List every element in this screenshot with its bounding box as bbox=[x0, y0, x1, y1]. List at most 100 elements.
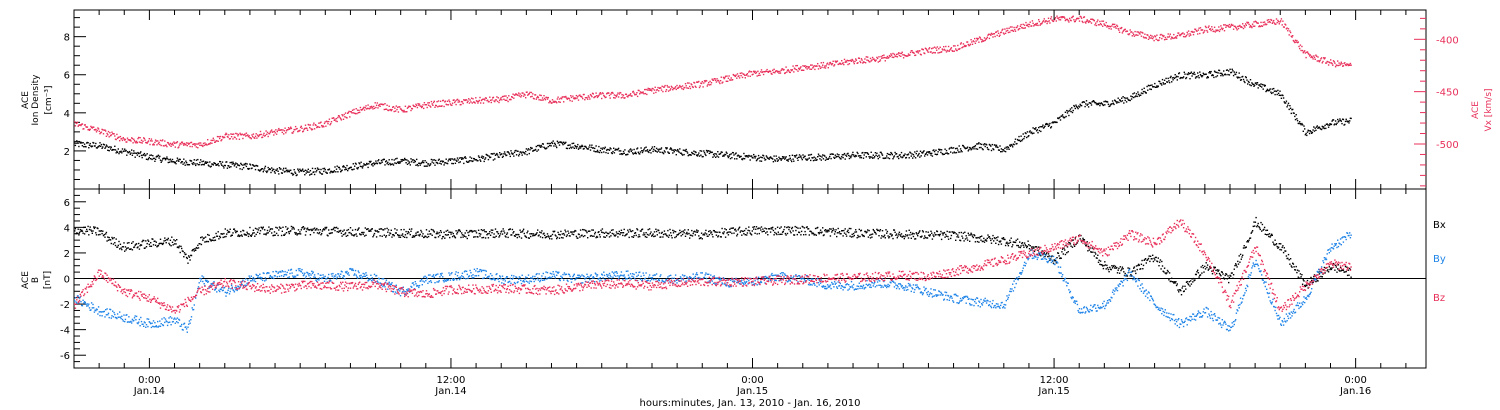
bottom-series-bx-point bbox=[410, 230, 412, 232]
bottom-series-bx-point bbox=[487, 233, 489, 235]
bottom-series-bx-point bbox=[695, 231, 697, 233]
top-series-black-point bbox=[1129, 99, 1131, 102]
bottom-series-bx-point bbox=[236, 230, 238, 233]
top-series-black-point bbox=[659, 151, 661, 153]
top-series-black-point bbox=[181, 161, 184, 163]
top-series-black-point bbox=[790, 159, 792, 161]
top-series-pink-point bbox=[98, 130, 100, 132]
top-series-black-point bbox=[200, 164, 203, 166]
top-series-pink-point bbox=[233, 133, 235, 135]
top-series-black-point bbox=[325, 172, 328, 174]
top-series-black-point bbox=[1226, 69, 1228, 71]
bottom-series-bx-point bbox=[532, 233, 535, 235]
bottom-series-bx-point bbox=[127, 247, 129, 249]
top-series-black-point bbox=[1200, 75, 1202, 77]
bottom-series-bx-point bbox=[232, 232, 234, 234]
top-series-black-point bbox=[597, 151, 599, 153]
top-series-black-point bbox=[1215, 76, 1217, 78]
top-series-pink-point bbox=[1320, 58, 1322, 60]
bottom-series-bx-point bbox=[300, 229, 302, 231]
top-series-pink-point bbox=[403, 109, 405, 112]
top-series-pink-point bbox=[537, 96, 540, 99]
top-series-pink-point bbox=[496, 100, 499, 103]
top-series-black-point bbox=[114, 145, 116, 147]
top-series-black-point bbox=[1078, 105, 1080, 107]
bottom-series-bx-point bbox=[929, 234, 931, 236]
top-series-pink-point bbox=[812, 67, 814, 69]
top-series-black-point bbox=[1313, 126, 1315, 128]
bottom-series-bx-point bbox=[439, 230, 442, 232]
top-series-black-point bbox=[931, 152, 933, 155]
bottom-series-bx-point bbox=[110, 242, 112, 245]
top-series-black-point bbox=[579, 147, 582, 149]
bottom-series-bx-point bbox=[208, 234, 210, 236]
top-series-pink-point bbox=[707, 83, 709, 86]
top-series-pink-point bbox=[190, 141, 193, 144]
bottom-series-bx-point bbox=[561, 233, 563, 235]
bottom-series-bx-point bbox=[931, 238, 934, 240]
top-series-black-point bbox=[218, 165, 220, 167]
top-series-black-point bbox=[1038, 126, 1040, 129]
bottom-series-bx-point bbox=[407, 231, 409, 233]
bottom-series-bx-point bbox=[748, 230, 751, 232]
top-series-black-point bbox=[510, 150, 512, 152]
top-series-pink-point bbox=[684, 86, 686, 89]
top-series-pink-point bbox=[1142, 32, 1144, 34]
top-series-pink-point bbox=[772, 69, 774, 71]
bottom-series-bx-point bbox=[851, 233, 853, 236]
top-series-black-point bbox=[821, 156, 823, 158]
bottom-series-bx-point bbox=[481, 237, 483, 239]
top-series-pink-point bbox=[876, 57, 879, 60]
top-series-pink-point bbox=[466, 101, 468, 104]
top-series-black-point bbox=[690, 154, 692, 156]
bottom-series-bx-point bbox=[743, 233, 745, 235]
top-series-pink-point bbox=[328, 120, 330, 123]
top-series-pink-point bbox=[97, 128, 100, 130]
top-series-black-point bbox=[577, 143, 579, 146]
top-series-pink-point bbox=[709, 80, 711, 83]
top-series-black-point bbox=[708, 150, 710, 152]
top-series-pink-point bbox=[1037, 24, 1039, 27]
top-series-pink-point bbox=[1251, 26, 1253, 29]
top-series-black-point bbox=[760, 160, 763, 162]
top-series-black-point bbox=[1192, 73, 1195, 75]
top-series-black-point bbox=[164, 157, 166, 160]
top-series-pink-point bbox=[217, 140, 219, 142]
top-series-pink-point bbox=[349, 116, 351, 118]
top-series-pink-point bbox=[242, 137, 244, 140]
top-series-pink-point bbox=[210, 139, 212, 142]
bottom-series-bx-point bbox=[358, 227, 360, 229]
top-series-pink-point bbox=[1207, 26, 1209, 29]
top-series-pink-point bbox=[195, 143, 197, 145]
bottom-series-bx-point bbox=[122, 246, 124, 248]
top-series-black-point bbox=[258, 169, 260, 172]
top-series-black-point bbox=[702, 155, 704, 158]
bottom-series-bx-point bbox=[466, 237, 468, 240]
top-series-pink-point bbox=[990, 34, 992, 36]
top-series-black-point bbox=[169, 161, 171, 163]
top-series-black-point bbox=[1147, 89, 1149, 91]
bottom-series-bx-point bbox=[757, 227, 760, 229]
top-series-pink-point bbox=[725, 80, 727, 82]
bottom-series-bx-point bbox=[653, 235, 655, 238]
top-series-black-point bbox=[1209, 72, 1212, 74]
bottom-left-tick-label: 0 bbox=[64, 275, 70, 286]
top-series-black-point bbox=[438, 158, 440, 160]
bottom-series-bx-point bbox=[840, 233, 842, 235]
bottom-series-bx-point bbox=[733, 232, 735, 234]
top-series-pink-point bbox=[563, 101, 565, 103]
top-series-black-point bbox=[399, 162, 401, 164]
top-series-pink-point bbox=[882, 57, 884, 59]
top-series-black-point bbox=[232, 161, 234, 163]
bottom-series-bx-point bbox=[432, 230, 435, 232]
top-series-black-point bbox=[164, 159, 167, 161]
top-series-black-point bbox=[227, 165, 229, 167]
top-series-pink-point bbox=[399, 106, 401, 108]
top-series-black-point bbox=[843, 154, 845, 156]
top-series-black-point bbox=[1311, 132, 1313, 134]
top-series-black-point bbox=[876, 152, 878, 154]
top-series-pink-point bbox=[686, 87, 688, 89]
top-series-pink-point bbox=[852, 59, 854, 62]
top-series-black-point bbox=[460, 157, 462, 159]
top-series-pink-point bbox=[335, 120, 337, 122]
